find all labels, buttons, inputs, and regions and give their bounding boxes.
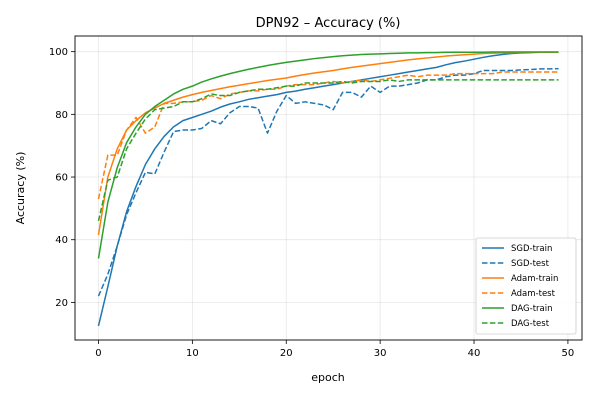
plot-lines — [97, 51, 559, 327]
y-tick-label: 60 — [55, 173, 68, 184]
x-axis-ticks: 0 10 20 30 40 50 — [95, 340, 574, 359]
x-tick-label: 0 — [95, 348, 101, 359]
legend-label: DAG-train — [511, 304, 553, 314]
legend-label: SGD-train — [511, 244, 552, 254]
x-tick-label: 10 — [186, 348, 199, 359]
legend-label: Adam-test — [511, 289, 556, 299]
y-tick-label: 40 — [55, 235, 68, 246]
y-tick-label: 80 — [55, 110, 68, 121]
series-line-dag-train — [97, 51, 559, 259]
series-line-sgd-train — [97, 51, 559, 327]
legend-label: SGD-test — [511, 259, 550, 269]
y-tick-label: 100 — [49, 47, 68, 58]
x-tick-label: 40 — [468, 348, 481, 359]
plot-frame — [74, 35, 583, 341]
x-tick-label: 50 — [562, 348, 575, 359]
legend-label: DAG-test — [511, 319, 550, 329]
y-axis-ticks: 20 40 60 80 100 — [49, 47, 75, 309]
series-line-adam-train — [97, 51, 559, 236]
series-line-sgd-test — [97, 67, 559, 297]
y-axis-label: Accuracy (%) — [14, 152, 27, 225]
x-axis-label: epoch — [311, 371, 345, 384]
series-line-adam-test — [97, 71, 559, 200]
legend-box — [475, 237, 577, 335]
legend: SGD-train SGD-test Adam-train Adam-test DAG-… — [475, 237, 577, 335]
legend-label: Adam-train — [511, 274, 558, 284]
x-tick-label: 20 — [280, 348, 293, 359]
y-tick-label: 20 — [55, 298, 68, 309]
chart-title: DPN92 – Accuracy (%) — [256, 16, 401, 31]
series-line-dag-test — [97, 79, 559, 222]
x-tick-label: 30 — [374, 348, 387, 359]
